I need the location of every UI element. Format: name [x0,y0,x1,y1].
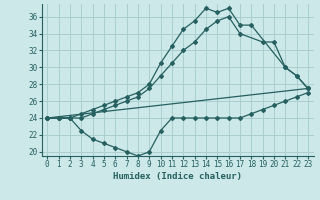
X-axis label: Humidex (Indice chaleur): Humidex (Indice chaleur) [113,172,242,181]
